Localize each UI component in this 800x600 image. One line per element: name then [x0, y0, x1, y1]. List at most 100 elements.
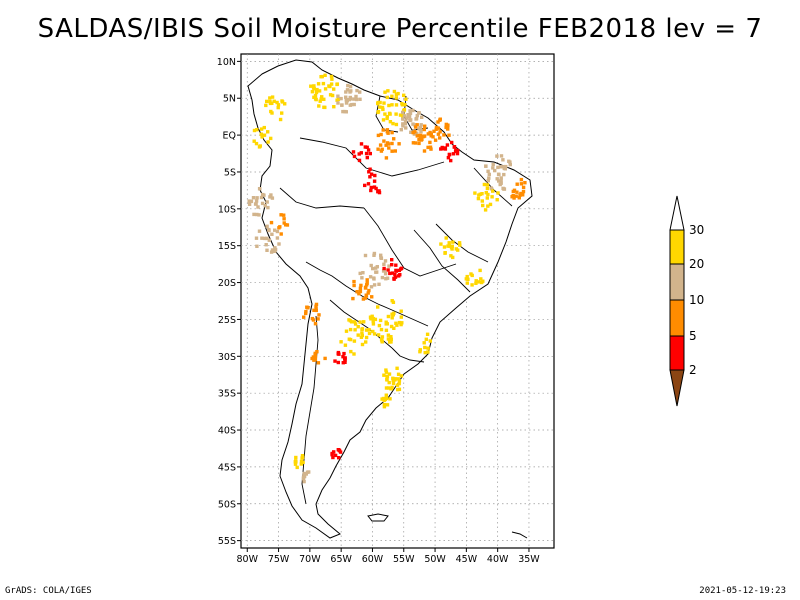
percentile-cell — [443, 146, 447, 150]
percentile-cell — [398, 113, 403, 117]
percentile-cell — [495, 154, 499, 158]
percentile-cell — [344, 95, 348, 99]
percentile-cell — [385, 128, 390, 132]
percentile-cell — [300, 455, 305, 460]
percentile-cell — [387, 372, 392, 376]
percentile-cell — [262, 193, 266, 197]
percentile-cell — [417, 141, 421, 146]
percentile-cell — [480, 280, 484, 285]
percentile-cell — [403, 122, 407, 126]
percentile-cell — [252, 212, 256, 217]
percentile-cell — [392, 89, 397, 94]
percentile-cell — [442, 245, 447, 249]
percentile-cell — [389, 335, 393, 339]
percentile-cell — [418, 348, 422, 352]
percentile-cell — [358, 97, 362, 101]
percentile-cell — [426, 350, 430, 354]
percentile-cell — [347, 97, 351, 102]
percentile-cell — [273, 247, 278, 252]
percentile-cell — [393, 272, 397, 277]
percentile-cell — [381, 128, 385, 132]
percentile-cell — [305, 470, 310, 474]
percentile-cell — [283, 102, 287, 106]
percentile-cell — [323, 87, 328, 91]
percentile-cells — [247, 73, 527, 484]
percentile-cell — [270, 101, 274, 105]
percentile-cell — [499, 154, 504, 158]
percentile-cell — [364, 285, 368, 289]
percentile-cell — [362, 320, 366, 324]
percentile-cell — [348, 327, 353, 332]
percentile-cell — [358, 90, 362, 94]
percentile-cell — [352, 97, 356, 101]
percentile-cell — [422, 341, 426, 345]
percentile-cell — [397, 268, 401, 273]
percentile-cell — [390, 149, 394, 153]
percentile-cell — [400, 103, 405, 107]
percentile-cell — [316, 361, 321, 365]
legend-label-30: 30 — [689, 223, 704, 237]
percentile-cell — [486, 192, 490, 197]
percentile-cell — [314, 302, 319, 307]
percentile-cell — [485, 183, 490, 187]
percentile-cell — [252, 139, 256, 143]
percentile-cell — [396, 372, 401, 376]
percentile-cell — [369, 172, 374, 176]
percentile-cell — [450, 244, 454, 248]
percentile-cell — [259, 127, 264, 131]
percentile-cell — [395, 366, 399, 370]
percentile-cell — [385, 374, 390, 379]
percentile-cell — [280, 111, 284, 115]
percentile-cell — [359, 142, 364, 146]
percentile-cell — [340, 103, 344, 107]
percentile-cell — [335, 98, 339, 102]
percentile-cell — [276, 105, 280, 110]
percentile-cell — [399, 266, 404, 270]
percentile-cell — [387, 264, 391, 268]
percentile-cell — [388, 120, 393, 124]
percentile-cell — [302, 315, 306, 319]
percentile-cell — [390, 271, 395, 275]
percentile-cell — [348, 84, 353, 89]
percentile-cell — [339, 340, 343, 344]
percentile-cell — [411, 141, 416, 145]
percentile-cell — [304, 311, 308, 316]
percentile-cell — [476, 196, 481, 201]
percentile-cell — [377, 282, 381, 286]
y-tick-label: 55S — [218, 536, 236, 547]
percentile-cell — [397, 381, 401, 386]
percentile-cell — [399, 309, 403, 313]
percentile-cell — [364, 335, 369, 340]
percentile-cell — [368, 275, 373, 279]
percentile-cell — [400, 321, 404, 325]
percentile-cell — [268, 99, 272, 104]
percentile-cell — [284, 223, 288, 227]
percentile-cell — [329, 74, 334, 79]
percentile-cell — [450, 247, 454, 251]
south-georgia — [511, 531, 528, 539]
map-title: SALDAS/IBIS Soil Moisture Percentile FEB… — [37, 14, 763, 44]
percentile-cell — [327, 84, 331, 88]
percentile-cell — [497, 179, 501, 183]
percentile-cell — [277, 242, 281, 246]
percentile-cell — [485, 196, 489, 200]
percentile-cell — [379, 253, 383, 257]
percentile-cell — [270, 95, 275, 99]
percentile-cell — [368, 175, 372, 179]
percentile-cell — [360, 276, 364, 280]
percentile-cell — [422, 149, 427, 153]
percentile-cell — [336, 352, 340, 356]
percentile-cell — [444, 236, 448, 240]
percentile-cell — [353, 328, 357, 332]
percentile-cell — [411, 122, 415, 126]
x-tick-label: 55W — [393, 554, 415, 565]
percentile-cell — [279, 213, 283, 217]
percentile-cell — [376, 101, 380, 106]
percentile-cell — [401, 117, 405, 121]
percentile-cell — [413, 141, 418, 145]
percentile-cell — [267, 238, 271, 242]
percentile-cell — [408, 109, 412, 113]
percentile-cell — [366, 291, 370, 295]
percentile-cell — [408, 111, 413, 116]
percentile-cell — [402, 93, 406, 97]
